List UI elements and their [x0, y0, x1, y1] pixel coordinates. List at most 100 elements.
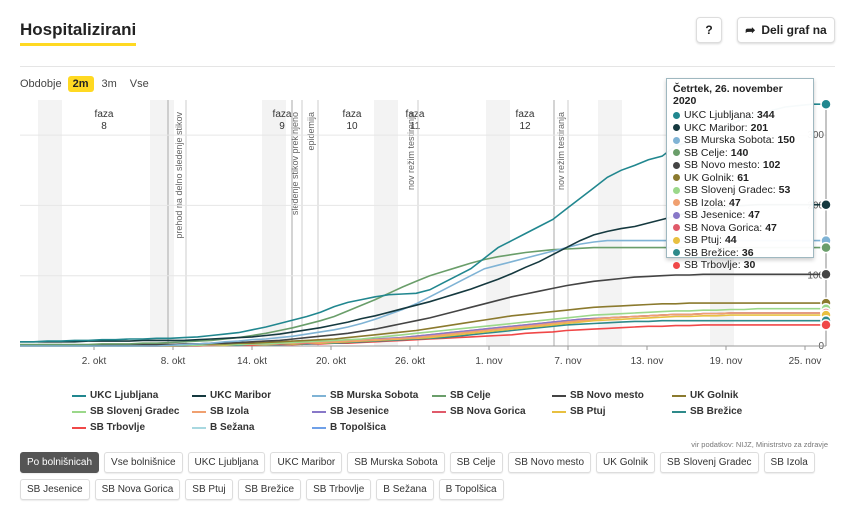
legend-item[interactable]: SB Izola	[192, 406, 312, 417]
series-dot-icon	[673, 236, 680, 244]
series-dot-icon	[673, 124, 680, 132]
series-endpoint	[820, 98, 832, 110]
legend-swatch	[552, 394, 566, 397]
tooltip-series-name: SB Brežice:	[684, 246, 739, 259]
legend-label: SB Slovenj Gradec	[90, 406, 180, 417]
filter-chip[interactable]: SB Nova Gorica	[94, 479, 181, 500]
legend-item[interactable]: SB Brežice	[672, 406, 772, 417]
legend-swatch	[312, 394, 326, 397]
header-divider	[20, 66, 835, 67]
series-dot-icon	[673, 261, 680, 269]
tooltip-series-name: SB Izola:	[684, 196, 727, 209]
tooltip-series-name: SB Nova Gorica:	[684, 221, 763, 234]
filter-chip[interactable]: SB Slovenj Gradec	[660, 452, 759, 473]
phase-label: faza	[343, 109, 362, 120]
legend-item[interactable]: SB Trbovlje	[72, 422, 192, 433]
legend-item[interactable]: SB Slovenj Gradec	[72, 406, 192, 417]
legend-item[interactable]: B Sežana	[192, 422, 312, 433]
filter-chip[interactable]: UKC Ljubljana	[187, 452, 266, 473]
legend-item[interactable]: B Topolšica	[312, 422, 432, 433]
share-button[interactable]: ➦ Deli graf na	[737, 17, 835, 43]
x-tick-label: 25. nov	[789, 356, 822, 367]
legend-swatch	[72, 394, 86, 397]
tooltip-row: SB Brežice: 36	[673, 247, 807, 260]
tooltip-series-name: SB Jesenice:	[684, 209, 746, 221]
tooltip-row: UKC Maribor: 201	[673, 122, 807, 135]
x-tick-label: 1. nov	[475, 356, 502, 367]
week-band	[374, 100, 398, 346]
event-label: nov režim testiranja	[406, 112, 416, 190]
hospital-filters: Po bolnišnicah Vse bolnišnice UKC Ljubljan…	[20, 452, 840, 500]
filter-chip[interactable]: SB Izola	[763, 452, 815, 473]
tooltip-series-name: SB Trbovlje:	[684, 259, 741, 271]
range-option-2m[interactable]: 2m	[67, 76, 94, 92]
filter-chip[interactable]: SB Ptuj	[185, 479, 233, 500]
page-title: Hospitalizirani	[20, 20, 137, 46]
tooltip-series-name: UKC Maribor:	[684, 121, 748, 134]
filter-chip[interactable]: SB Brežice	[237, 479, 302, 500]
tooltip-row: SB Trbovlje: 30	[673, 259, 807, 272]
filter-chip[interactable]: SB Murska Sobota	[347, 452, 445, 473]
phase-label: faza	[406, 109, 425, 120]
legend-label: SB Trbovlje	[90, 422, 146, 433]
series-line	[20, 273, 826, 347]
share-label: Deli graf na	[761, 23, 827, 37]
tooltip-series-value: 344	[757, 109, 775, 121]
filter-chip[interactable]: Po bolnišnicah	[20, 452, 100, 473]
tooltip-row: SB Celje: 140	[673, 147, 807, 160]
tooltip-series-value: 140	[730, 146, 749, 159]
legend-item[interactable]: SB Jesenice	[312, 406, 432, 417]
tooltip-series-value: 150	[777, 134, 795, 146]
legend-item[interactable]: UK Golnik	[672, 390, 772, 401]
range-option-3m[interactable]: 3m	[101, 78, 117, 90]
data-source: vir podatkov: NIJZ, Ministrstvo za zdrav…	[691, 440, 828, 449]
filter-chip[interactable]: UK Golnik	[596, 452, 656, 473]
series-dot-icon	[673, 136, 680, 144]
legend-item[interactable]: SB Novo mesto	[552, 390, 672, 401]
series-dot-icon	[673, 249, 680, 257]
legend-item[interactable]: SB Ptuj	[552, 406, 672, 417]
series-dot-icon	[673, 199, 680, 207]
tooltip-series-value: 44	[724, 234, 737, 246]
legend-label: UK Golnik	[690, 390, 739, 401]
series-dot-icon	[673, 174, 680, 182]
legend-item[interactable]: SB Nova Gorica	[432, 406, 552, 417]
legend-item[interactable]: UKC Ljubljana	[72, 390, 192, 401]
legend-label: UKC Ljubljana	[90, 390, 159, 401]
filter-chip[interactable]: SB Celje	[449, 452, 503, 473]
filter-chip[interactable]: SB Jesenice	[20, 479, 90, 500]
share-arrow-icon: ➦	[745, 23, 756, 37]
y-tick-label: 100	[807, 271, 824, 282]
filter-chip[interactable]: B Sežana	[376, 479, 434, 500]
tooltip-row: SB Murska Sobota: 150	[673, 134, 807, 147]
tooltip-series-name: SB Slovenj Gradec:	[684, 184, 776, 196]
legend-item[interactable]: SB Celje	[432, 390, 552, 401]
filter-chip[interactable]: SB Novo mesto	[507, 452, 592, 473]
phase-number: 11	[410, 121, 421, 132]
filter-chip[interactable]: B Topolšica	[438, 479, 504, 500]
event-label: epidemija	[306, 112, 316, 151]
chart-legend: UKC Ljubljana UKC Maribor SB Murska Sobota…	[72, 390, 772, 433]
x-tick-label: 2. okt	[82, 356, 107, 367]
filter-chip[interactable]: SB Trbovlje	[306, 479, 372, 500]
tooltip-series-value: 36	[741, 246, 754, 259]
filter-chip[interactable]: UKC Maribor	[270, 452, 343, 473]
event-label: prehod na delno sledenje stikov	[174, 112, 184, 239]
x-tick-label: 19. nov	[710, 356, 743, 367]
tooltip-series-name: SB Celje:	[684, 146, 728, 159]
legend-swatch	[432, 394, 446, 397]
tooltip-series-name: UK Golnik:	[684, 171, 735, 184]
help-button[interactable]: ?	[696, 17, 722, 43]
tooltip-row: SB Nova Gorica: 47	[673, 222, 807, 235]
filter-chip[interactable]: Vse bolnišnice	[104, 452, 183, 473]
range-option-all[interactable]: Vse	[129, 78, 149, 90]
legend-label: SB Novo mesto	[570, 390, 644, 401]
legend-item[interactable]: SB Murska Sobota	[312, 390, 432, 401]
x-tick-label: 7. nov	[554, 356, 581, 367]
legend-swatch	[72, 410, 86, 413]
legend-item[interactable]: UKC Maribor	[192, 390, 312, 401]
x-tick-label: 13. nov	[631, 356, 664, 367]
legend-label: SB Ptuj	[570, 406, 606, 417]
phase-label: faza	[273, 109, 292, 120]
series-dot-icon	[673, 111, 680, 119]
